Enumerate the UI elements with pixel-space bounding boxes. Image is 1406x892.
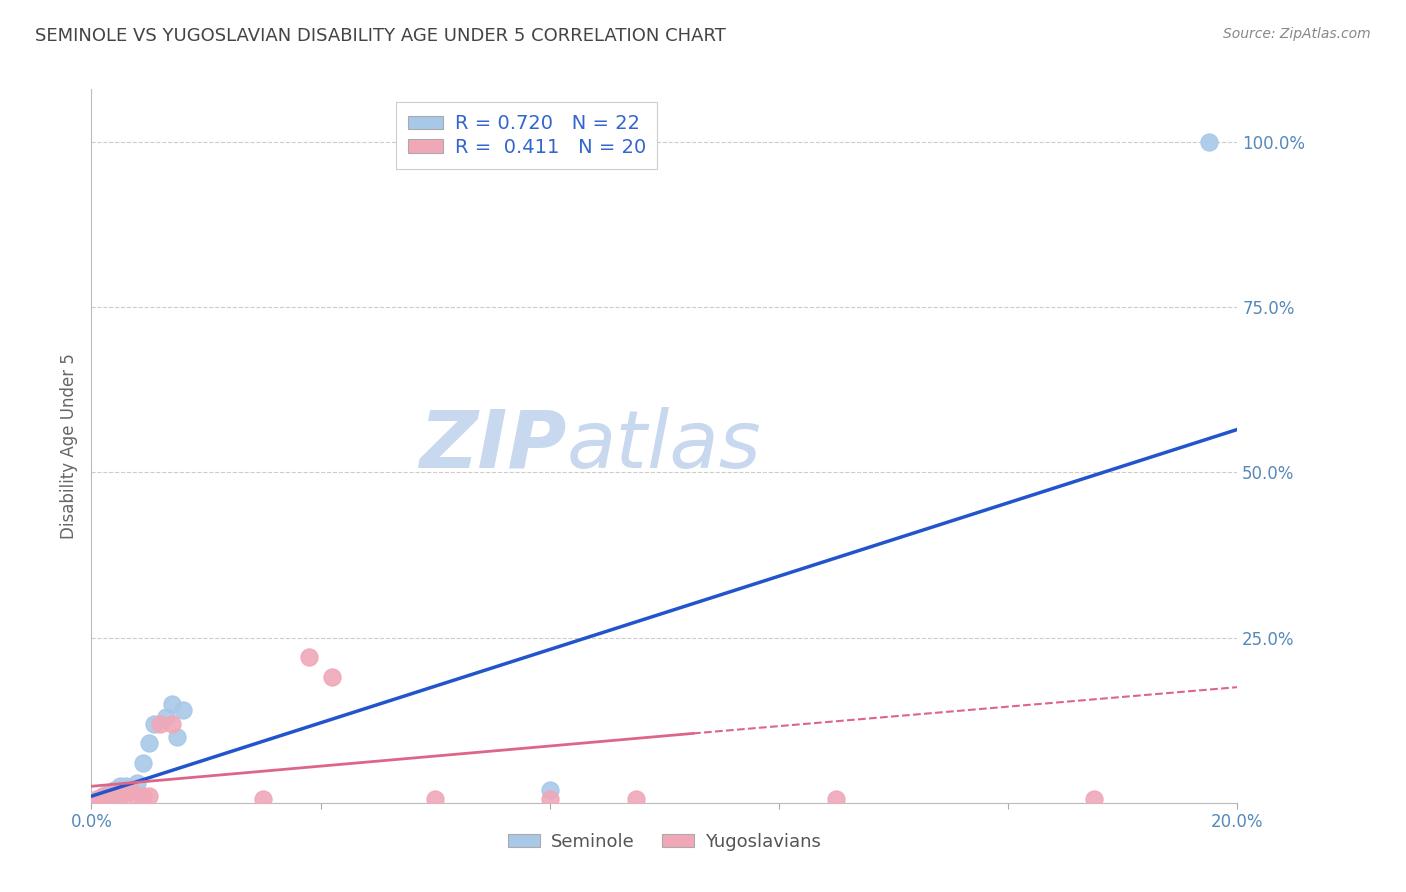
Text: SEMINOLE VS YUGOSLAVIAN DISABILITY AGE UNDER 5 CORRELATION CHART: SEMINOLE VS YUGOSLAVIAN DISABILITY AGE U… (35, 27, 725, 45)
Point (298, 650, 321, 665)
Point (1198, 135, 1220, 149)
Point (114, 779, 136, 793)
Legend: Seminole, Yugoslavians: Seminole, Yugoslavians (501, 826, 828, 858)
Point (114, 782, 136, 797)
Point (149, 716, 172, 731)
Point (91, 789, 114, 804)
Point (121, 782, 143, 797)
Point (132, 756, 155, 771)
Point (103, 789, 125, 804)
Point (108, 789, 131, 804)
Point (121, 782, 143, 797)
Point (160, 716, 183, 731)
Point (138, 736, 160, 750)
Point (166, 730, 188, 744)
Point (172, 703, 194, 717)
Point (86, 792, 108, 806)
Point (108, 779, 131, 793)
Point (423, 792, 446, 806)
Point (108, 786, 131, 800)
Point (91, 789, 114, 804)
Y-axis label: Disability Age Under 5: Disability Age Under 5 (59, 353, 77, 539)
Point (538, 792, 561, 806)
Point (103, 786, 125, 800)
Point (160, 697, 183, 711)
Point (114, 786, 136, 800)
Point (97, 790, 120, 805)
Point (127, 792, 149, 806)
Point (86, 792, 108, 806)
Point (321, 670, 343, 684)
Point (132, 789, 155, 804)
Text: Source: ZipAtlas.com: Source: ZipAtlas.com (1223, 27, 1371, 41)
Text: ZIP: ZIP (419, 407, 567, 485)
Point (825, 792, 848, 806)
Point (103, 782, 125, 797)
Point (91, 792, 114, 806)
Point (143, 716, 166, 731)
Point (538, 782, 561, 797)
Text: atlas: atlas (567, 407, 762, 485)
Point (127, 776, 149, 790)
Point (155, 710, 177, 724)
Point (138, 789, 160, 804)
Point (252, 792, 274, 806)
Point (624, 792, 647, 806)
Point (97, 792, 120, 806)
Point (97, 786, 120, 800)
Point (1083, 792, 1105, 806)
